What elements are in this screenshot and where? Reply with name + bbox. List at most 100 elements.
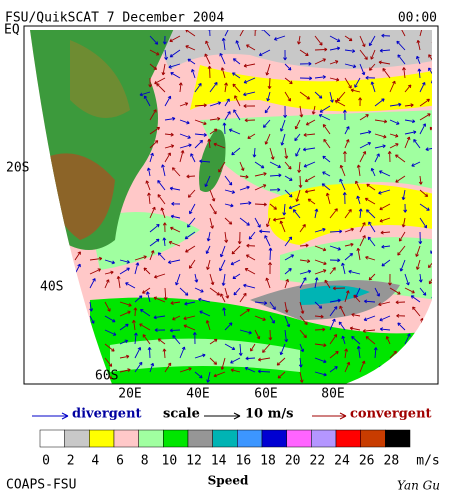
wind-arrow xyxy=(220,67,226,79)
wind-arrow xyxy=(419,217,428,229)
wind-arrow xyxy=(332,286,346,291)
wind-arrow xyxy=(338,321,346,331)
wind-arrow xyxy=(269,187,281,192)
wind-arrow xyxy=(379,203,391,211)
wind-arrow xyxy=(89,268,102,275)
color-swatch xyxy=(311,429,337,448)
wind-arrow xyxy=(314,208,319,219)
wind-arrow xyxy=(245,356,256,361)
wind-arrow xyxy=(396,313,406,318)
legend-scale-value: 10 m/s xyxy=(245,407,293,422)
wind-arrow xyxy=(220,293,226,303)
wind-arrow xyxy=(302,147,316,152)
wind-arrow xyxy=(410,295,421,303)
wind-arrow xyxy=(418,273,423,283)
wind-arrow xyxy=(232,72,241,79)
wind-arrow xyxy=(185,30,196,37)
wind-arrow xyxy=(415,245,421,257)
wind-arrow xyxy=(374,98,385,107)
wind-arrow xyxy=(269,161,282,169)
footer-center: Speed xyxy=(208,474,249,488)
wind-arrow xyxy=(351,312,361,317)
wind-arrow xyxy=(428,273,432,285)
map xyxy=(30,30,432,384)
wind-arrow xyxy=(30,326,41,331)
wind-arrow xyxy=(206,371,211,383)
wind-arrow xyxy=(119,368,131,373)
wind-arrow xyxy=(299,76,313,81)
wind-arrow xyxy=(299,224,306,233)
wind-arrow xyxy=(329,208,338,219)
wind-arrow xyxy=(314,259,327,266)
wind-arrow xyxy=(257,357,271,362)
wind-arrow xyxy=(157,180,166,191)
wind-arrow xyxy=(284,77,293,85)
wind-arrow xyxy=(246,243,256,248)
wind-arrow xyxy=(245,254,256,261)
wind-arrow xyxy=(254,301,268,305)
wind-arrow xyxy=(431,39,432,51)
wind-arrow xyxy=(50,368,61,373)
wind-arrow xyxy=(419,203,430,211)
wind-arrow xyxy=(224,322,233,331)
wind-arrow xyxy=(104,270,114,275)
wind-arrow xyxy=(149,35,159,45)
wind-arrow xyxy=(314,343,327,348)
wind-arrow xyxy=(284,189,293,198)
wind-arrow xyxy=(149,223,160,233)
wind-arrow xyxy=(221,37,226,51)
wind-arrow xyxy=(419,113,431,121)
wind-arrow xyxy=(344,242,354,247)
wind-arrow xyxy=(243,283,256,289)
wind-arrow xyxy=(205,40,211,51)
color-swatch xyxy=(212,429,238,448)
wind-arrow xyxy=(284,278,290,289)
wind-arrow xyxy=(119,323,129,331)
wind-arrow xyxy=(303,132,316,137)
wind-arrow xyxy=(374,153,380,163)
wind-arrow xyxy=(299,371,304,383)
wind-arrow xyxy=(344,139,350,149)
wind-arrow xyxy=(104,329,117,336)
wind-arrow xyxy=(418,175,423,185)
wind-arrow xyxy=(230,259,241,266)
wind-arrow xyxy=(298,175,303,188)
wind-arrow xyxy=(239,292,247,303)
wind-arrow xyxy=(239,308,250,317)
wind-arrow xyxy=(329,366,338,373)
wind-arrow xyxy=(194,139,204,149)
wind-arrow xyxy=(273,35,286,41)
wind-arrow xyxy=(329,334,338,345)
colorbar-label: 24 xyxy=(334,454,350,469)
wind-arrow xyxy=(179,143,192,149)
wind-arrow xyxy=(192,332,197,345)
wind-arrow xyxy=(64,371,76,377)
wind-arrow xyxy=(344,77,352,89)
wind-arrow xyxy=(356,345,361,359)
wind-arrow xyxy=(329,229,343,234)
wind-arrow xyxy=(119,259,130,264)
wind-arrow xyxy=(224,111,231,121)
wind-arrow xyxy=(269,173,282,178)
wind-arrow xyxy=(268,329,273,341)
wind-arrow xyxy=(147,192,151,205)
wind-arrow xyxy=(148,77,153,88)
lon-label: 40E xyxy=(186,387,209,402)
wind-arrow xyxy=(368,35,376,47)
wind-arrow xyxy=(428,67,432,79)
wind-arrow xyxy=(146,167,151,177)
color-swatch xyxy=(286,429,312,448)
wind-arrow xyxy=(261,30,271,37)
wind-arrow xyxy=(284,63,292,71)
wind-arrow xyxy=(378,301,391,307)
wind-arrow xyxy=(368,63,376,71)
wind-arrow xyxy=(219,245,226,258)
wind-arrow xyxy=(298,357,303,368)
wind-arrow xyxy=(419,189,429,197)
wind-arrow xyxy=(134,295,143,303)
wind-arrow xyxy=(169,328,181,333)
wind-arrow xyxy=(344,348,349,359)
wind-arrow xyxy=(162,348,167,359)
colorbar-label: 6 xyxy=(116,454,124,469)
wind-arrow xyxy=(143,95,151,107)
